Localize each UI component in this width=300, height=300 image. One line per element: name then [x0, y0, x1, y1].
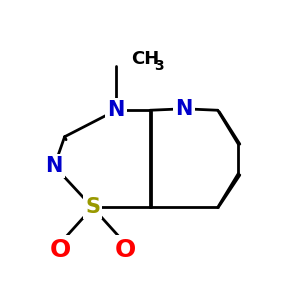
Text: O: O: [114, 238, 136, 262]
Text: S: S: [85, 197, 100, 218]
Text: 3: 3: [154, 59, 164, 73]
Text: O: O: [50, 238, 71, 262]
Text: N: N: [107, 100, 125, 120]
Text: N: N: [46, 156, 63, 176]
Text: S: S: [85, 197, 100, 218]
Text: N: N: [175, 99, 193, 119]
Text: CH: CH: [131, 50, 159, 68]
